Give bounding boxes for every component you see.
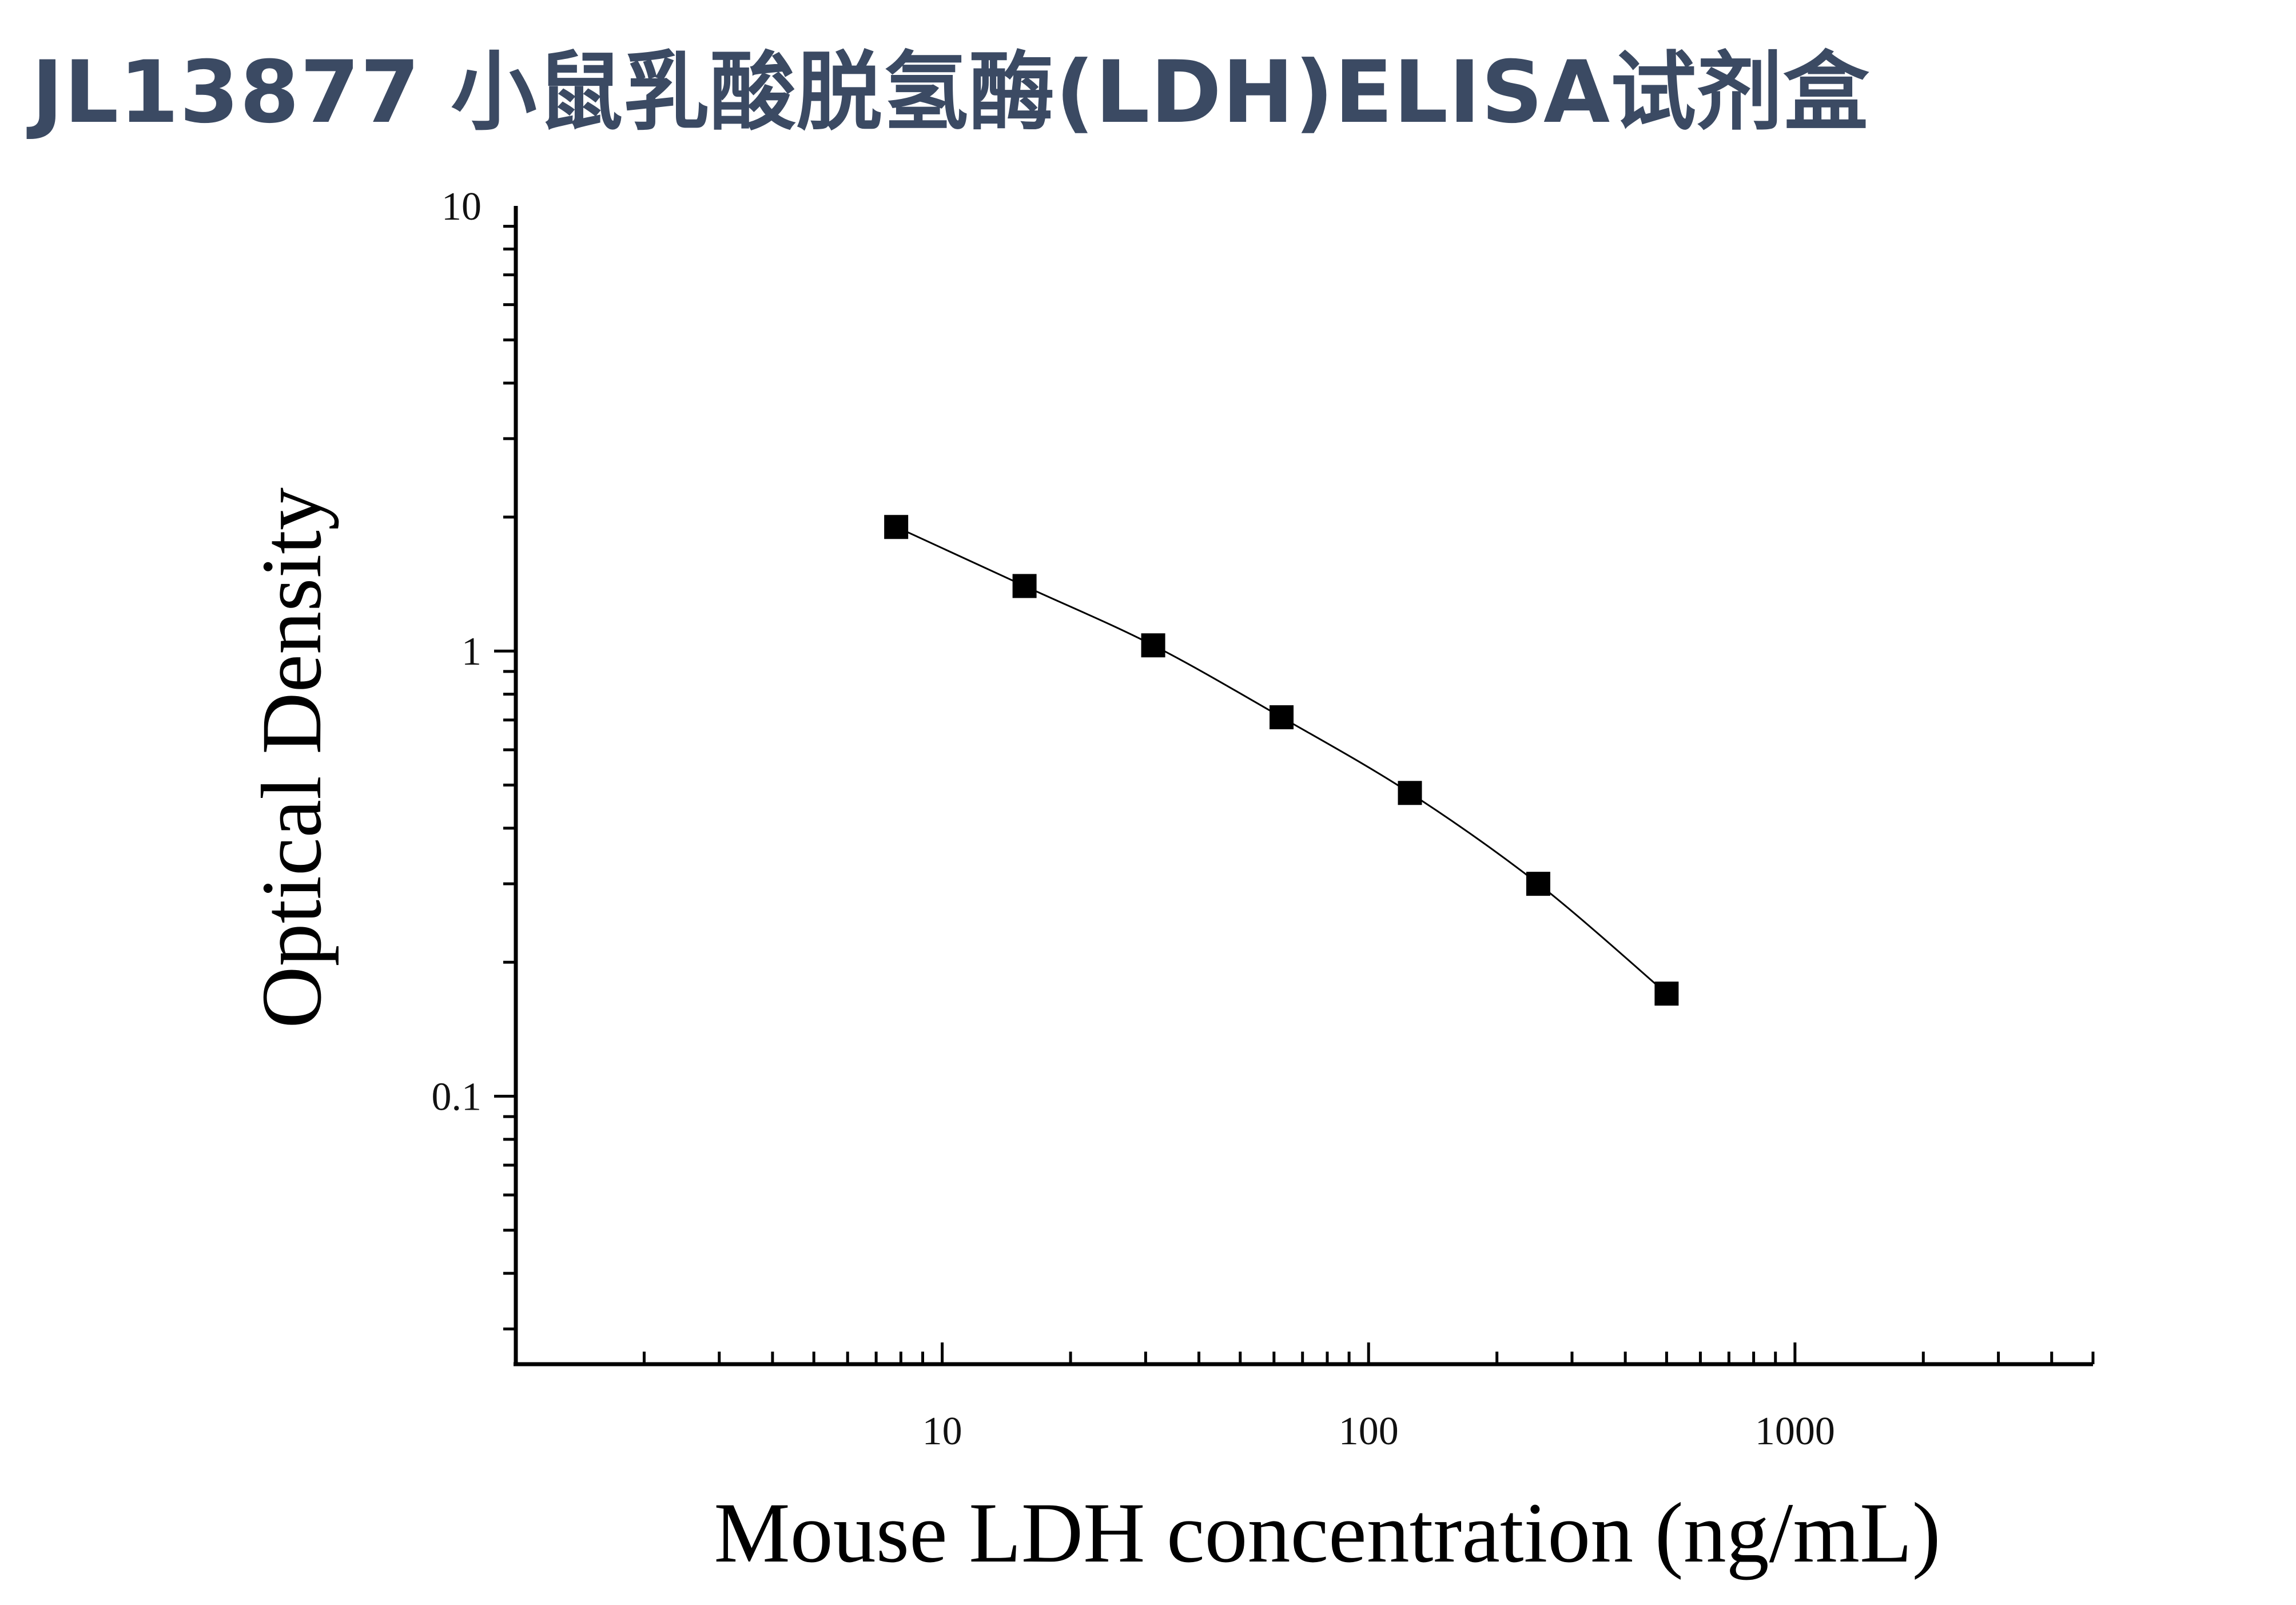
data-point — [1398, 781, 1422, 805]
y-tick-label: 0.1 — [432, 1075, 482, 1119]
axes — [514, 206, 2093, 1366]
data-point — [1141, 633, 1165, 658]
data-point — [1526, 872, 1550, 896]
x-ticks — [642, 1342, 2095, 1364]
data-point — [1012, 574, 1037, 598]
y-tick-label: 10 — [441, 185, 482, 229]
y-tick-label: 1 — [461, 630, 482, 674]
x-tick-label: 1000 — [1755, 1409, 1835, 1453]
x-tick-label: 100 — [1339, 1409, 1399, 1453]
x-tick-labels: 10 100 1000 — [922, 1409, 1835, 1453]
y-axis-label: Optical Density — [244, 487, 339, 1028]
y-ticks — [494, 225, 516, 1330]
fit-curve — [896, 526, 1668, 995]
chart-title: JL13877 小鼠乳酸脱氢酶(LDH)ELISA试剂盒 — [31, 43, 1870, 142]
data-point — [1270, 705, 1294, 729]
series — [884, 515, 1679, 1006]
y-tick-labels: 0.1 1 10 — [432, 185, 482, 1119]
x-axis-label: Mouse LDH concentration (ng/mL) — [714, 1485, 1940, 1580]
x-tick-label: 10 — [922, 1409, 962, 1453]
data-point — [884, 515, 909, 539]
data-point — [1654, 982, 1679, 1006]
